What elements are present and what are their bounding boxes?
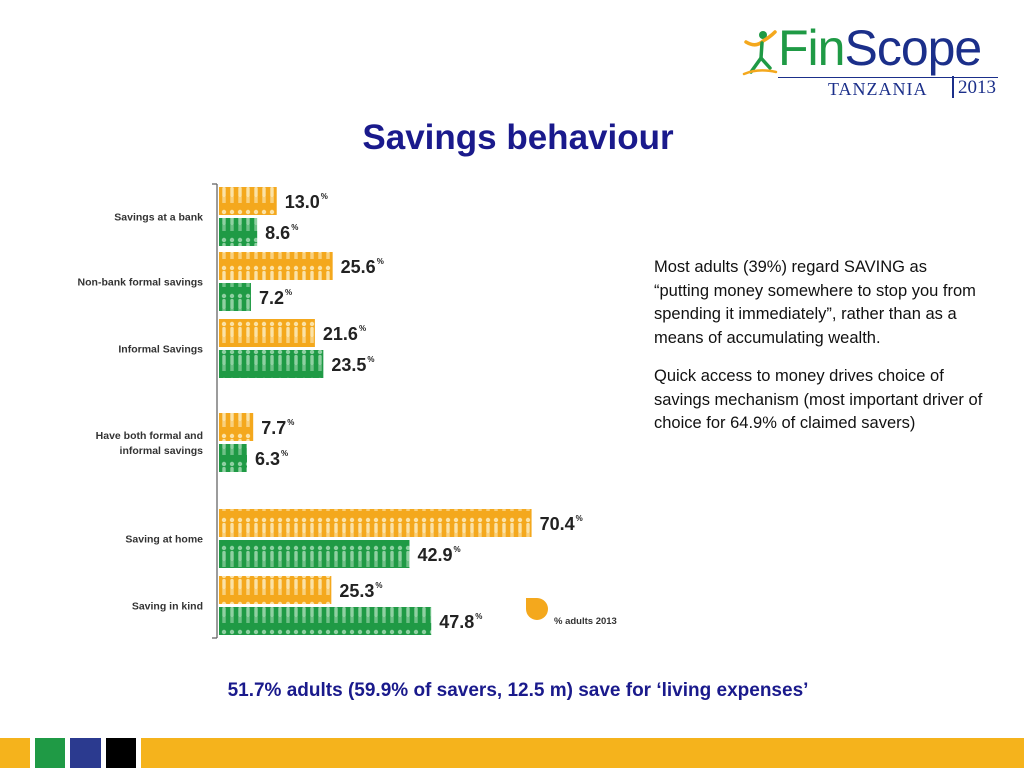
legend-item-2013: % adults 2013 (526, 598, 617, 627)
bar-2009 (219, 283, 251, 311)
bar-2013 (219, 576, 332, 604)
bar-2009 (219, 540, 410, 568)
finscope-logo: FinScope TANZANIA 2013 (742, 20, 1004, 100)
bar-2009 (219, 350, 324, 378)
bar-2009 (219, 444, 247, 472)
logo-country: TANZANIA (828, 79, 928, 99)
bar-2013 (219, 187, 277, 215)
category-label: Savings at a bank (114, 212, 203, 224)
value-label: 25.3% (339, 581, 382, 601)
bar-2009 (219, 607, 432, 635)
value-label: 8.6% (265, 223, 298, 243)
bar-2013 (219, 413, 254, 441)
value-label: 70.4% (540, 514, 583, 534)
legend-swatch (526, 598, 548, 620)
bottom-green-square (35, 738, 65, 768)
category-label: Saving in kind (132, 601, 203, 613)
logo-year: 2013 (952, 76, 996, 98)
bottom-blue-square (70, 738, 101, 768)
category-label: Saving at home (125, 534, 203, 546)
bottom-orange-left (0, 738, 30, 768)
value-label: 42.9% (417, 545, 460, 565)
bar-2013 (219, 252, 333, 280)
logo-wordmark: FinScope (778, 20, 982, 76)
commentary-paragraph-2: Quick access to money drives choice of s… (654, 367, 983, 432)
value-label: 7.2% (259, 288, 292, 308)
bottom-color-bar (0, 738, 1024, 768)
logo-fin: Fin (778, 20, 845, 76)
bottom-orange-strip (141, 738, 1024, 768)
footer-note: 51.7% adults (59.9% of savers, 12.5 m) s… (227, 680, 809, 701)
bar-2013 (219, 509, 532, 537)
savings-bar-chart: Savings at a bank 13.0% 8.6% Non-bank forma… (78, 183, 617, 639)
page-title: Savings behaviour (362, 118, 674, 157)
commentary-paragraph-1: Most adults (39%) regard SAVING as “putt… (654, 258, 976, 347)
value-label: 13.0% (285, 192, 328, 212)
value-label: 6.3% (255, 449, 288, 469)
logo-rule (778, 77, 998, 78)
value-label: 7.7% (261, 418, 294, 438)
bar-2009 (219, 218, 258, 246)
legend-label: % adults 2013 (554, 616, 617, 627)
category-label: Non-bank formal savings (78, 277, 204, 289)
value-label: 21.6% (323, 324, 366, 344)
value-label: 47.8% (439, 612, 482, 632)
runner-figure-icon (742, 30, 778, 76)
value-label: 23.5% (331, 355, 374, 375)
bar-2013 (219, 319, 315, 347)
side-commentary: Most adults (39%) regard SAVING as “putt… (654, 256, 984, 451)
bottom-black-square (106, 738, 136, 768)
value-label: 25.6% (341, 257, 384, 277)
logo-scope: Scope (844, 20, 982, 76)
category-label: Have both formal and informal savings (96, 430, 204, 457)
category-label: Informal Savings (118, 344, 203, 356)
